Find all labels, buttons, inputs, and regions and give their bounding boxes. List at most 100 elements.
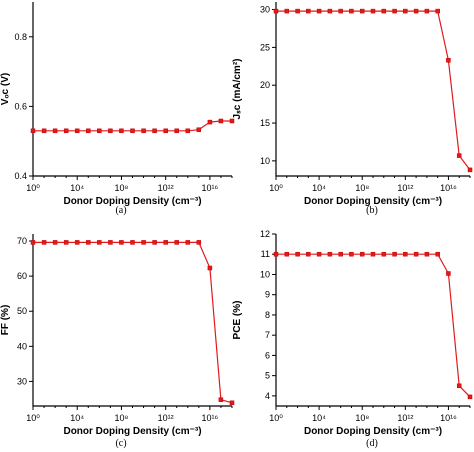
y-tick-label: 30	[260, 5, 270, 15]
y-tick-label: 12	[260, 229, 270, 239]
data-point	[63, 128, 69, 134]
y-axis-label: Vₒᴄ (V)	[0, 73, 11, 105]
data-point	[403, 251, 408, 257]
x-tick-label: 10¹⁶	[202, 183, 219, 193]
y-axis-label: Jₛᴄ (mA/cm²)	[232, 59, 243, 120]
y-tick-label: 30	[17, 376, 27, 386]
x-tick-label: 10¹⁶	[440, 183, 457, 193]
y-axis-label: FF (%)	[0, 305, 11, 336]
data-point	[152, 128, 157, 134]
data-point	[207, 119, 213, 125]
data-point	[413, 251, 419, 257]
x-axis-label: Donor Doping Density (cm⁻³)	[304, 196, 442, 207]
x-tick-label: 10¹²	[397, 183, 413, 193]
data-point	[446, 271, 451, 276]
data-point	[349, 251, 354, 257]
data-point	[338, 251, 343, 257]
data-point	[381, 251, 387, 257]
data-point	[163, 240, 168, 245]
series-line	[276, 253, 471, 398]
data-point	[456, 383, 462, 389]
data-point	[392, 251, 397, 257]
x-axis-label: Donor Doping Density (cm⁻³)	[63, 196, 201, 207]
data-point	[295, 8, 300, 14]
x-tick-label: 10⁸	[115, 183, 129, 193]
panel-caption: (d)	[366, 438, 378, 449]
data-point	[185, 128, 191, 134]
x-tick-label: 10⁴	[70, 183, 84, 193]
data-point	[273, 251, 279, 257]
x-tick-label: 10¹²	[158, 413, 174, 423]
x-tick-label: 10⁸	[115, 413, 129, 423]
panel-a: 10⁰ 10⁴ 10⁸ 10¹² 10¹⁶ 0.4 0.6 0.8 Donor Doping D…	[0, 2, 235, 216]
y-tick-label: 0.4	[14, 171, 27, 181]
y-axis-label: PCE (%)	[232, 301, 243, 340]
y-tick-label: 25	[260, 42, 270, 52]
data-point	[467, 394, 473, 400]
panel-d: 10⁰ 10⁴ 10⁸ 10¹² 10¹⁶ 4 5 6 7 8 9 10 11 12 Donor Dopin…	[232, 229, 473, 449]
x-tick-label: 10⁴	[312, 413, 326, 423]
data-point	[119, 240, 124, 245]
data-point	[97, 128, 102, 134]
y-tick-label: 8	[265, 310, 270, 320]
data-point	[218, 118, 224, 124]
y-tick-label: 10	[260, 269, 270, 279]
data-point	[359, 8, 365, 14]
data-point	[327, 8, 333, 14]
data-point	[74, 240, 80, 245]
data-point	[141, 128, 146, 134]
data-point	[446, 58, 451, 63]
x-tick-label: 10⁰	[26, 183, 40, 193]
data-point	[218, 397, 224, 402]
data-point	[359, 251, 365, 257]
data-point	[74, 128, 80, 134]
y-tick-label: 9	[265, 290, 270, 300]
data-point	[435, 251, 440, 257]
y-tick-label: 20	[260, 80, 270, 90]
y-tick-label: 7	[265, 330, 270, 340]
data-point	[413, 8, 419, 14]
x-tick-label: 10⁸	[355, 183, 369, 193]
y-tick-label: 0.6	[14, 101, 27, 111]
y-tick-label: 6	[265, 350, 270, 360]
x-tick-label: 10⁰	[269, 413, 283, 423]
x-tick-label: 10⁴	[312, 183, 326, 193]
data-point	[229, 118, 235, 124]
data-point	[229, 400, 235, 406]
y-tick-label: 11	[261, 249, 270, 259]
data-point	[63, 240, 69, 245]
x-tick-label: 10⁰	[26, 413, 40, 423]
y-tick-label: 5	[265, 371, 270, 381]
data-point	[424, 251, 430, 257]
data-point	[456, 153, 462, 158]
data-point	[41, 240, 47, 245]
data-point	[163, 128, 168, 134]
y-tick-label: 60	[17, 271, 27, 281]
data-point	[174, 128, 179, 134]
data-point	[174, 240, 179, 245]
panel-c: 10⁰ 10⁴ 10⁸ 10¹² 10¹⁶ 30 40 50 60 70 Donor Doping …	[0, 234, 235, 449]
y-tick-label: 15	[260, 118, 270, 128]
y-tick-label: 0.8	[14, 32, 27, 42]
x-tick-label: 10¹²	[158, 183, 174, 193]
data-point	[30, 128, 36, 134]
y-tick-label: 4	[265, 391, 270, 401]
data-point	[196, 127, 202, 132]
data-point	[306, 8, 311, 14]
data-point	[316, 251, 322, 257]
data-point	[207, 265, 213, 271]
data-point	[273, 8, 279, 14]
x-axis-label: Donor Doping Density (cm⁻³)	[304, 426, 442, 437]
x-tick-label: 10¹⁶	[202, 413, 219, 423]
y-tick-label: 40	[17, 341, 27, 351]
x-tick-label: 10⁸	[355, 413, 369, 423]
data-point	[130, 128, 135, 134]
y-tick-label: 50	[17, 306, 27, 316]
series-line	[33, 241, 233, 404]
data-point	[435, 8, 440, 14]
y-tick-label: 10	[260, 156, 270, 166]
data-point	[349, 8, 354, 14]
data-point	[41, 128, 47, 134]
data-point	[52, 128, 58, 134]
